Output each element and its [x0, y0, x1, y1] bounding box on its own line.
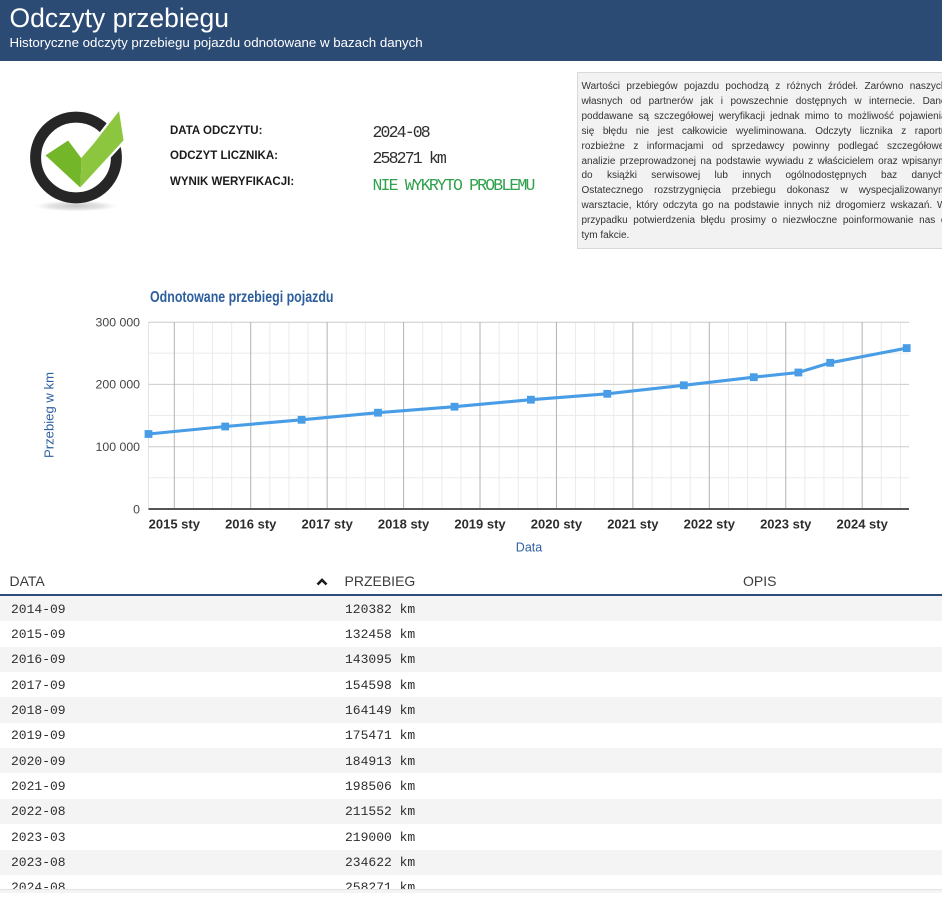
svg-text:2022 sty: 2022 sty [684, 517, 736, 532]
svg-text:2015 sty: 2015 sty [149, 517, 201, 532]
svg-text:100 000: 100 000 [96, 440, 141, 454]
svg-text:2024 sty: 2024 sty [837, 517, 889, 532]
svg-text:2018 sty: 2018 sty [378, 517, 430, 532]
svg-text:0: 0 [133, 502, 140, 516]
svg-text:2017 sty: 2017 sty [301, 517, 353, 532]
svg-text:Odnotowane przebiegi pojazdu: Odnotowane przebiegi pojazdu [150, 289, 334, 306]
svg-text:Przebieg w km: Przebieg w km [43, 372, 57, 458]
svg-text:200 000: 200 000 [96, 378, 141, 392]
svg-text:2020 sty: 2020 sty [531, 517, 583, 532]
svg-text:2021 sty: 2021 sty [607, 517, 659, 532]
svg-text:2023 sty: 2023 sty [760, 517, 812, 532]
svg-text:2016 sty: 2016 sty [225, 517, 277, 532]
svg-text:2019 sty: 2019 sty [454, 517, 506, 532]
svg-text:300 000: 300 000 [96, 316, 141, 330]
svg-text:Data: Data [516, 541, 542, 555]
